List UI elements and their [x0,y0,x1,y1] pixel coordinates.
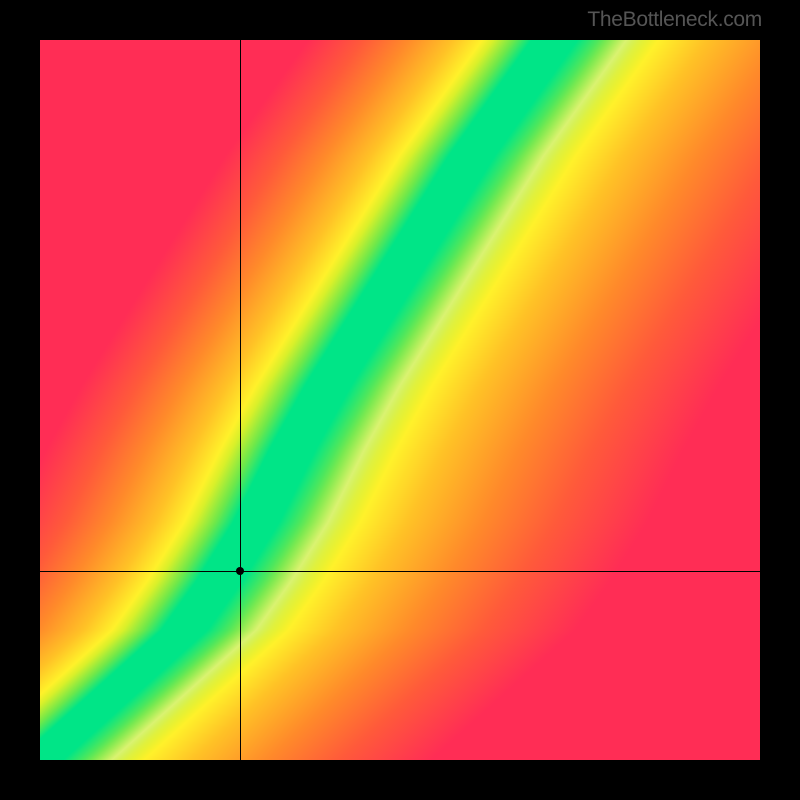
chart-frame: TheBottleneck.com [0,0,800,800]
crosshair-horizontal [40,571,760,572]
heatmap-canvas [40,40,760,760]
marker-dot [236,567,244,575]
crosshair-vertical [240,40,241,760]
plot-area [40,40,760,760]
watermark-text: TheBottleneck.com [587,8,762,32]
